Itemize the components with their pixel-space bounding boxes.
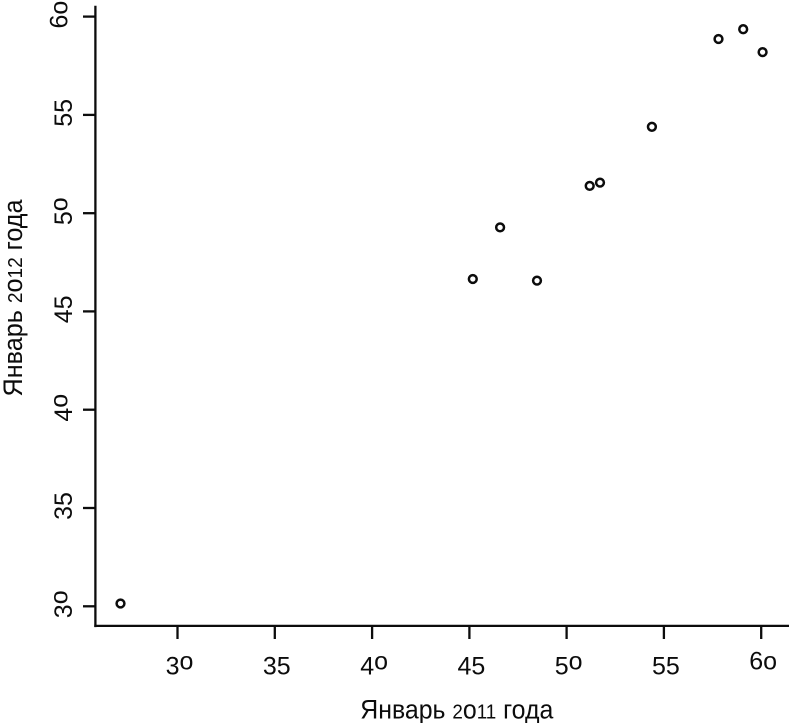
svg-text:55: 55: [652, 652, 680, 680]
svg-text:45: 45: [457, 652, 485, 680]
svg-text:3о: 3о: [166, 648, 194, 681]
svg-text:4о: 4о: [360, 648, 388, 681]
svg-text:45: 45: [50, 295, 78, 323]
svg-text:3о: 3о: [45, 590, 78, 618]
svg-text:5о: 5о: [555, 648, 583, 681]
svg-text:35: 35: [263, 652, 291, 680]
svg-text:Январь 2о12 года: Январь 2о12 года: [0, 199, 28, 396]
svg-text:35: 35: [50, 492, 78, 520]
svg-text:55: 55: [50, 99, 78, 127]
svg-text:5о: 5о: [45, 197, 78, 225]
svg-text:6о: 6о: [749, 648, 777, 676]
svg-text:6о: 6о: [45, 1, 73, 29]
svg-text:Январь 2о11 года: Январь 2о11 года: [360, 695, 553, 723]
svg-text:4о: 4о: [45, 394, 78, 422]
